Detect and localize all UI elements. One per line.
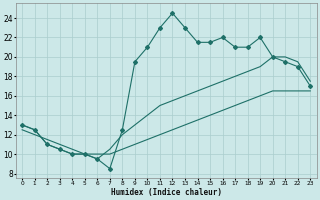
X-axis label: Humidex (Indice chaleur): Humidex (Indice chaleur): [111, 188, 222, 197]
